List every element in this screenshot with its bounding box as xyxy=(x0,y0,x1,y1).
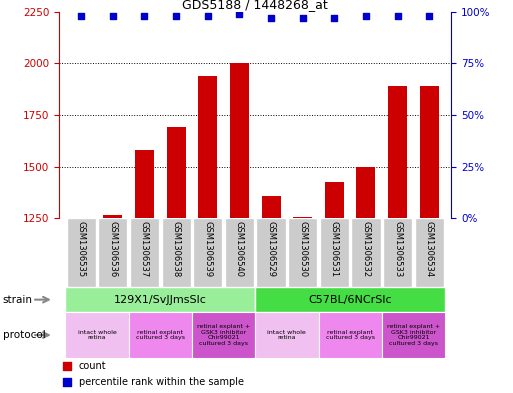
Text: GSM1306533: GSM1306533 xyxy=(393,221,402,277)
Text: percentile rank within the sample: percentile rank within the sample xyxy=(78,377,244,387)
FancyBboxPatch shape xyxy=(255,312,319,358)
Bar xyxy=(293,217,312,393)
Point xyxy=(204,13,212,19)
Text: GSM1306539: GSM1306539 xyxy=(203,221,212,277)
Point xyxy=(267,15,275,21)
FancyBboxPatch shape xyxy=(67,218,96,287)
Text: retinal explant
cultured 3 days: retinal explant cultured 3 days xyxy=(136,330,185,340)
Bar xyxy=(388,86,407,393)
FancyBboxPatch shape xyxy=(65,287,255,312)
Point xyxy=(323,164,331,171)
Text: intact whole
retina: intact whole retina xyxy=(267,330,306,340)
Point xyxy=(109,13,117,19)
Text: retinal explant
cultured 3 days: retinal explant cultured 3 days xyxy=(326,330,374,340)
Point xyxy=(172,13,180,19)
Text: GSM1306538: GSM1306538 xyxy=(171,221,181,277)
Text: GSM1306536: GSM1306536 xyxy=(108,221,117,277)
Bar xyxy=(103,215,122,393)
Text: GSM1306532: GSM1306532 xyxy=(362,221,370,277)
Text: GSM1306529: GSM1306529 xyxy=(267,221,275,277)
Text: GSM1306530: GSM1306530 xyxy=(298,221,307,277)
Text: retinal explant +
GSK3 inhibitor
Chir99021
cultured 3 days: retinal explant + GSK3 inhibitor Chir990… xyxy=(387,324,440,346)
Text: count: count xyxy=(78,362,106,371)
Title: GDS5188 / 1448268_at: GDS5188 / 1448268_at xyxy=(182,0,328,11)
Bar xyxy=(135,150,154,393)
Bar xyxy=(420,86,439,393)
FancyBboxPatch shape xyxy=(130,218,159,287)
Bar xyxy=(167,127,186,393)
FancyBboxPatch shape xyxy=(225,218,254,287)
Text: intact whole
retina: intact whole retina xyxy=(77,330,116,340)
Point xyxy=(299,15,307,21)
Text: strain: strain xyxy=(3,295,32,305)
Text: protocol: protocol xyxy=(3,330,45,340)
FancyBboxPatch shape xyxy=(288,218,317,287)
Point xyxy=(425,13,433,19)
FancyBboxPatch shape xyxy=(129,312,192,358)
FancyBboxPatch shape xyxy=(351,218,381,287)
FancyBboxPatch shape xyxy=(256,218,286,287)
Text: GSM1306535: GSM1306535 xyxy=(76,221,86,277)
Point xyxy=(235,11,244,17)
Point xyxy=(330,15,339,21)
Text: retinal explant +
GSK3 inhibitor
Chir99021
cultured 3 days: retinal explant + GSK3 inhibitor Chir990… xyxy=(197,324,250,346)
Text: 129X1/SvJJmsSlc: 129X1/SvJJmsSlc xyxy=(114,295,207,305)
Point xyxy=(323,307,331,314)
Text: C57BL/6NCrSlc: C57BL/6NCrSlc xyxy=(308,295,392,305)
Text: GSM1306537: GSM1306537 xyxy=(140,221,149,277)
Bar xyxy=(72,218,91,393)
FancyBboxPatch shape xyxy=(162,218,191,287)
FancyBboxPatch shape xyxy=(319,312,382,358)
Text: GSM1306531: GSM1306531 xyxy=(330,221,339,277)
Bar xyxy=(262,196,281,393)
Point xyxy=(362,13,370,19)
Text: GSM1306534: GSM1306534 xyxy=(425,221,434,277)
FancyBboxPatch shape xyxy=(193,218,222,287)
FancyBboxPatch shape xyxy=(65,312,129,358)
Text: GSM1306540: GSM1306540 xyxy=(235,221,244,277)
FancyBboxPatch shape xyxy=(382,312,445,358)
Point xyxy=(141,13,149,19)
Bar xyxy=(357,167,376,393)
FancyBboxPatch shape xyxy=(192,312,255,358)
FancyBboxPatch shape xyxy=(98,218,127,287)
Bar xyxy=(325,182,344,393)
FancyBboxPatch shape xyxy=(415,218,444,287)
Point xyxy=(393,13,402,19)
Bar xyxy=(230,63,249,393)
Point xyxy=(77,13,85,19)
Bar xyxy=(198,76,217,393)
FancyBboxPatch shape xyxy=(383,218,412,287)
FancyBboxPatch shape xyxy=(320,218,349,287)
FancyBboxPatch shape xyxy=(255,287,445,312)
